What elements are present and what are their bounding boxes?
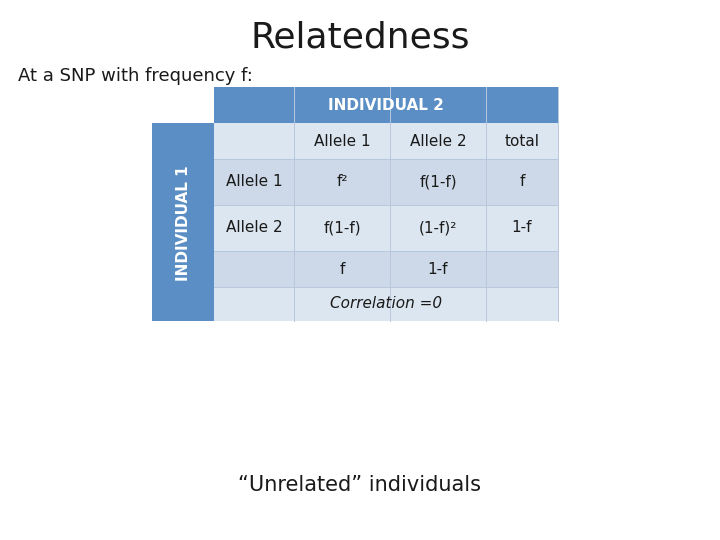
- Text: 1-f: 1-f: [512, 220, 532, 235]
- Bar: [214, 251, 558, 287]
- Text: 1-f: 1-f: [428, 261, 449, 276]
- Bar: [152, 123, 214, 287]
- Bar: [214, 205, 558, 251]
- Bar: [152, 287, 214, 321]
- Text: Allele 2: Allele 2: [225, 220, 282, 235]
- Text: INDIVIDUAL 1: INDIVIDUAL 1: [176, 165, 191, 281]
- Text: f: f: [339, 261, 345, 276]
- Text: Relatedness: Relatedness: [251, 20, 469, 54]
- Text: INDIVIDUAL 2: INDIVIDUAL 2: [328, 98, 444, 112]
- Text: f: f: [519, 174, 525, 190]
- Bar: [214, 87, 558, 123]
- Bar: [214, 159, 558, 205]
- Text: Allele 1: Allele 1: [225, 174, 282, 190]
- Bar: [214, 123, 558, 159]
- Text: “Unrelated” individuals: “Unrelated” individuals: [238, 475, 482, 495]
- Text: f²: f²: [336, 174, 348, 190]
- Bar: [214, 287, 558, 321]
- Text: Allele 2: Allele 2: [410, 133, 467, 148]
- Text: total: total: [505, 133, 539, 148]
- Text: f(1-f): f(1-f): [323, 220, 361, 235]
- Text: Correlation =0: Correlation =0: [330, 296, 442, 312]
- Text: (1-f)²: (1-f)²: [419, 220, 457, 235]
- Text: At a SNP with frequency f:: At a SNP with frequency f:: [18, 67, 253, 85]
- Text: f(1-f): f(1-f): [419, 174, 456, 190]
- Text: Allele 1: Allele 1: [314, 133, 370, 148]
